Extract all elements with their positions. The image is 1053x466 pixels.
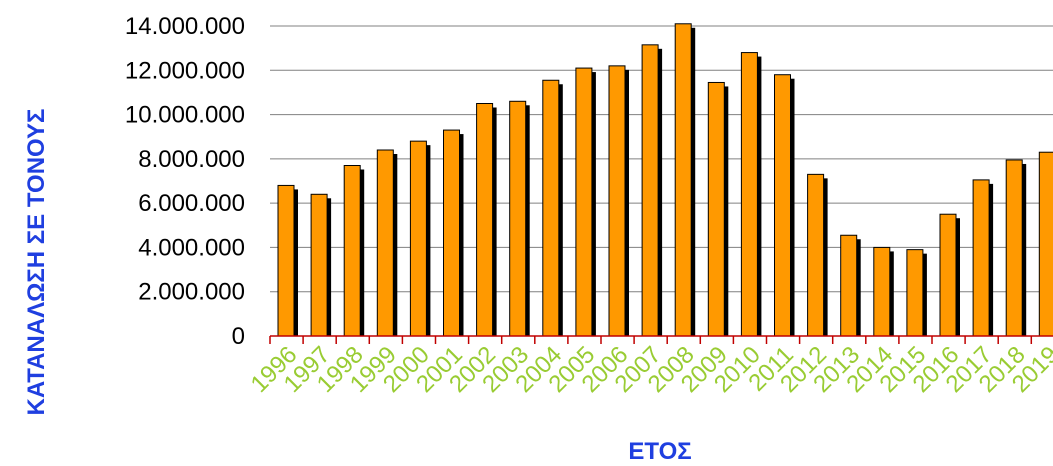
bar [443, 129, 460, 337]
bar [343, 165, 361, 337]
bar [707, 81, 725, 337]
bar [641, 44, 659, 337]
bar [674, 23, 692, 337]
x-tick-labels: 1996199719981999200020012002200320042005… [246, 341, 1053, 398]
bar [509, 100, 527, 337]
bar [873, 246, 891, 337]
bar [1038, 151, 1053, 337]
y-tick-label: 14.000.000 [125, 13, 245, 40]
y-tick-label: 8.000.000 [138, 146, 245, 173]
y-tick-label: 4.000.000 [138, 234, 245, 261]
y-tick-labels: 0 2.000.000 4.000.000 6.000.000 8.000.000 10.… [125, 13, 245, 350]
bar [608, 65, 626, 337]
bar [542, 79, 560, 337]
y-axis-label: ΚΑΤΑΝΑΛΩΣΗ ΣΕ ΤΟΝΟΥΣ [23, 109, 50, 416]
x-axis [269, 335, 1053, 344]
bar [409, 140, 427, 337]
y-tick-label: 12.000.000 [125, 57, 245, 84]
bar [476, 103, 494, 337]
y-tick-label: 10.000.000 [125, 102, 245, 129]
bar [774, 74, 791, 337]
bars [277, 23, 1053, 337]
bar [575, 67, 593, 337]
bar [840, 234, 858, 337]
bar [376, 149, 394, 337]
bar [277, 184, 295, 337]
bar [906, 249, 924, 337]
y-tick-label: 2.000.000 [138, 279, 245, 306]
bar [310, 193, 328, 337]
bar [939, 213, 957, 337]
bar [807, 173, 825, 337]
bar [1005, 159, 1023, 337]
x-axis-label: ΕΤΟΣ [628, 438, 691, 465]
y-tick-label: 0 [232, 323, 245, 350]
y-tick-label: 6.000.000 [138, 190, 245, 217]
bar-shadows [282, 27, 1053, 337]
bar [740, 52, 758, 337]
bar [972, 179, 990, 337]
